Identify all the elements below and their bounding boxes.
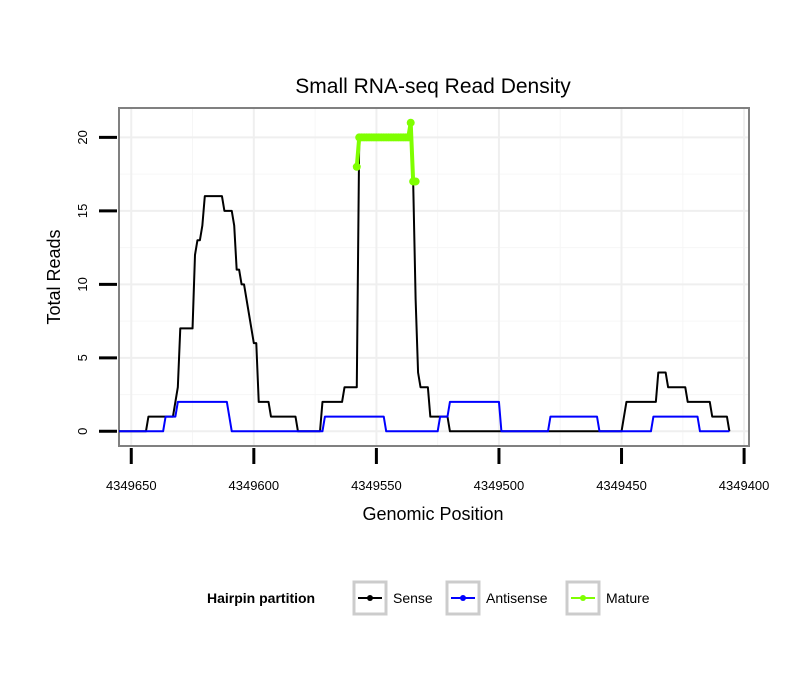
x-tick-label: 4349650 [106, 478, 157, 493]
x-tick-label: 4349600 [229, 478, 280, 493]
legend-item-sense: Sense [352, 580, 433, 616]
y-tick-label: 10 [75, 277, 90, 291]
y-tick-label: 5 [75, 354, 90, 361]
data-point [352, 162, 361, 171]
series-layer [119, 118, 731, 433]
legend-label: Antisense [486, 590, 548, 606]
y-tick-label: 15 [75, 204, 90, 218]
x-tick-label: 4349550 [351, 478, 402, 493]
x-axis: 4349650 4349600 4349550 4349500 4349450 43494… [106, 448, 769, 493]
legend-key-point [460, 595, 466, 601]
series-antisense [119, 400, 730, 433]
y-axis: 0 5 10 15 20 [75, 130, 117, 435]
grid [120, 109, 748, 445]
legend-key-point [580, 595, 586, 601]
y-tick-label: 0 [75, 428, 90, 435]
y-axis-title: Total Reads [44, 229, 64, 324]
legend-item-antisense: Antisense [445, 580, 548, 616]
x-axis-title: Genomic Position [362, 504, 503, 524]
data-point [411, 177, 420, 186]
x-tick-label: 4349450 [596, 478, 647, 493]
series-mature [352, 118, 420, 186]
plot-panel [118, 107, 750, 447]
legend-item-mature: Mature [565, 580, 650, 616]
legend-label: Mature [606, 590, 650, 606]
data-point [404, 133, 413, 142]
x-tick-label: 4349500 [474, 478, 525, 493]
legend-label: Sense [393, 590, 433, 606]
chart-title: Small RNA-seq Read Density [295, 75, 571, 98]
series-line [119, 400, 730, 433]
legend-key-point [367, 595, 373, 601]
data-point [406, 118, 415, 127]
legend: Hairpin partition Sense Antisense Mature [207, 580, 650, 616]
y-tick-label: 20 [75, 130, 90, 144]
legend-title: Hairpin partition [207, 590, 315, 606]
x-tick-label: 4349400 [719, 478, 770, 493]
